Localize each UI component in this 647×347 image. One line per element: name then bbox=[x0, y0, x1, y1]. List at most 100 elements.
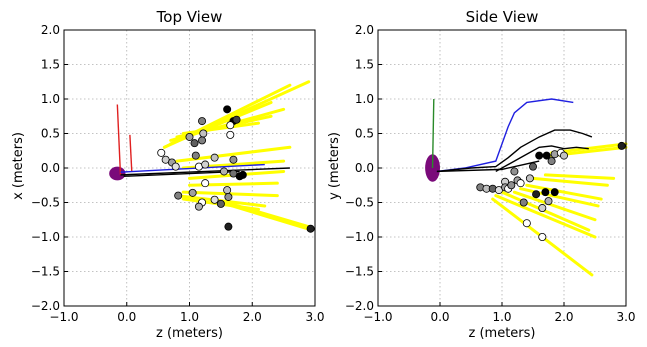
top-view-data-point bbox=[223, 186, 232, 195]
side-view-data-point bbox=[522, 219, 531, 228]
top-view-rays bbox=[162, 80, 314, 232]
top-view-trajectory-line bbox=[129, 134, 133, 172]
side-view-data-point bbox=[516, 179, 525, 188]
top-view-data-point bbox=[201, 160, 210, 169]
top-view-ray bbox=[213, 197, 311, 229]
side-view-trajectory-line bbox=[431, 98, 435, 169]
side-view-data-point bbox=[544, 197, 553, 206]
side-view-xlabel: z (meters) bbox=[469, 326, 536, 341]
top-view-panel: Top View z (meters) x (meters) −1.0 0.0 1.… bbox=[11, 8, 325, 341]
top-view-data-point bbox=[216, 199, 225, 208]
side-view-y-tick-label: 2.0 bbox=[355, 23, 374, 37]
side-view-panel: Side View z (meters) y (meters) −1.0 0.0 1… bbox=[327, 8, 636, 341]
top-view-data-point bbox=[188, 188, 197, 197]
top-view-data-point bbox=[185, 132, 194, 141]
top-view-data-point bbox=[190, 139, 199, 148]
top-view-ray bbox=[219, 201, 314, 232]
side-view-data-point bbox=[538, 232, 547, 241]
top-view-data-point bbox=[210, 195, 219, 204]
top-view-axes-frame bbox=[63, 29, 316, 307]
top-view-y-tick-label: −0.5 bbox=[31, 196, 60, 210]
side-view-y-tick-label: −0.5 bbox=[345, 196, 374, 210]
side-view-ray bbox=[531, 176, 609, 187]
top-view-trajectory-line bbox=[116, 104, 122, 175]
side-view-data-point bbox=[519, 198, 528, 207]
top-view-data-point bbox=[194, 202, 203, 211]
side-view-data-point bbox=[560, 151, 569, 160]
side-view-data-point bbox=[535, 151, 544, 160]
top-view-y-tick-label: 1.0 bbox=[41, 92, 60, 106]
side-view-trajectory-line bbox=[436, 98, 574, 173]
side-view-x-tick-label: 0.0 bbox=[430, 310, 449, 324]
top-view-data-point bbox=[232, 115, 241, 124]
top-view-data-point bbox=[171, 162, 180, 171]
top-view-data-point bbox=[220, 167, 229, 176]
side-view-ylabel: y (meters) bbox=[327, 132, 342, 200]
top-view-points bbox=[157, 105, 315, 233]
top-view-data-point bbox=[224, 192, 233, 201]
top-view-trajectory-line bbox=[120, 167, 290, 176]
side-view-y-tick-label: −1.5 bbox=[345, 265, 374, 279]
top-view-x-tick-label: 0.0 bbox=[117, 310, 136, 324]
side-view-trajectory-line bbox=[436, 160, 540, 173]
side-view-data-point bbox=[550, 188, 559, 197]
side-view-ray bbox=[494, 194, 597, 239]
side-view-ray bbox=[512, 190, 597, 222]
top-view-data-point bbox=[174, 191, 183, 200]
top-view-title: Top View bbox=[156, 8, 223, 26]
top-view-x-tick-label: −1.0 bbox=[49, 310, 78, 324]
side-view-trajectory-line bbox=[495, 145, 589, 173]
side-view-ray bbox=[543, 173, 616, 180]
top-view-y-tick-label: 1.5 bbox=[41, 58, 60, 72]
side-view-data-point bbox=[542, 151, 551, 160]
side-view-data-point bbox=[617, 141, 626, 150]
side-view-y-tick-label: 1.5 bbox=[355, 58, 374, 72]
side-view-trajectory-line bbox=[436, 129, 593, 173]
side-view-ray bbox=[525, 183, 603, 201]
top-view-data-point bbox=[157, 148, 166, 157]
top-view-data-point bbox=[201, 179, 210, 188]
side-view-x-tick-label: 3.0 bbox=[616, 310, 635, 324]
side-view-data-point bbox=[538, 204, 547, 213]
top-view-trajectory-line bbox=[120, 163, 265, 173]
top-view-ray bbox=[181, 121, 261, 135]
top-view-head-ellipse bbox=[109, 166, 126, 181]
side-view-title: Side View bbox=[466, 8, 539, 26]
side-view-points bbox=[476, 141, 626, 241]
top-view-data-point bbox=[224, 222, 233, 231]
side-view-ray bbox=[500, 190, 591, 232]
top-view-y-tick-label: 0.0 bbox=[41, 161, 60, 175]
top-view-data-point bbox=[210, 153, 219, 162]
side-view-axes-frame bbox=[377, 29, 627, 307]
side-view-y-tick-label: 0.5 bbox=[355, 127, 374, 141]
top-view-x-tick-label: 2.0 bbox=[243, 310, 262, 324]
side-view-y-tick-label: −2.0 bbox=[345, 299, 374, 313]
side-view-data-point bbox=[525, 174, 534, 183]
top-view-y-tick-label: −1.5 bbox=[31, 265, 60, 279]
top-view-y-tick-label: 2.0 bbox=[41, 23, 60, 37]
top-view-xlabel: z (meters) bbox=[156, 326, 223, 341]
side-view-data-point bbox=[541, 188, 550, 197]
top-view-data-point bbox=[226, 121, 235, 130]
top-view-ylabel: x (meters) bbox=[11, 132, 26, 200]
side-view-data-point bbox=[529, 162, 538, 171]
side-view-y-tick-label: 1.0 bbox=[355, 92, 374, 106]
side-view-data-point bbox=[507, 181, 516, 190]
side-view-data-point bbox=[532, 190, 541, 199]
top-view-data-point bbox=[198, 136, 207, 145]
top-view-x-tick-label: 1.0 bbox=[180, 310, 199, 324]
side-view-x-tick-label: −1.0 bbox=[363, 310, 392, 324]
top-view-data-point bbox=[198, 117, 207, 126]
top-view-y-tick-label: 0.5 bbox=[41, 127, 60, 141]
side-view-data-point bbox=[510, 167, 519, 176]
side-view-y-tick-label: 0.0 bbox=[355, 161, 374, 175]
side-view-data-point bbox=[547, 157, 556, 166]
top-view-y-tick-label: −2.0 bbox=[31, 299, 60, 313]
top-view-data-point bbox=[223, 105, 232, 114]
top-view-data-point bbox=[199, 129, 208, 138]
top-view-data-point bbox=[306, 224, 315, 233]
side-view-trajectories bbox=[431, 98, 593, 173]
top-view-data-point bbox=[238, 170, 247, 179]
side-view-x-tick-label: 2.0 bbox=[554, 310, 573, 324]
